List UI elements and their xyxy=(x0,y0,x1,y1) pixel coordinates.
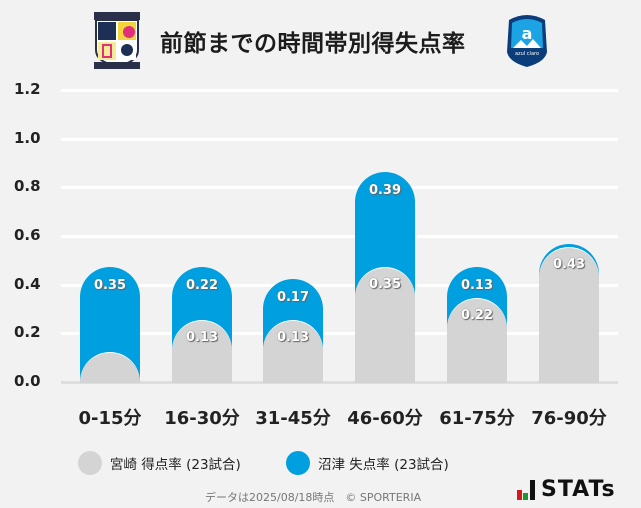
bar-group: 0.43 xyxy=(539,244,599,383)
svg-text:azul claro: azul claro xyxy=(515,51,539,57)
brand-name: STATs xyxy=(541,477,616,502)
y-tick: 0.0 xyxy=(14,372,41,390)
y-tick: 1.2 xyxy=(14,80,41,98)
chart-header: 前節までの時間帯別得失点率 a azul claro xyxy=(0,0,641,80)
bar-segment-miyazaki-scored xyxy=(539,247,599,383)
bar-group: 0.22 0.13 xyxy=(172,266,232,383)
bar-value-label: 0.22 xyxy=(185,277,219,293)
gridline xyxy=(61,235,618,238)
away-team-crest-icon: a azul claro xyxy=(507,15,547,67)
home-team-crest-icon xyxy=(94,12,140,69)
legend-label: 沼津 失点率 (23試合) xyxy=(318,457,449,473)
y-tick: 0.2 xyxy=(14,323,41,341)
gridline xyxy=(61,332,618,335)
bar-group: 0.17 0.13 xyxy=(263,278,323,383)
bar-value-label: 0.35 xyxy=(93,277,127,293)
y-tick: 0.8 xyxy=(14,177,41,195)
bar-segment-miyazaki-scored xyxy=(355,266,415,383)
chart-title: 前節までの時間帯別得失点率 xyxy=(160,31,466,57)
y-tick: 0.6 xyxy=(14,226,41,244)
x-tick: 0-15分 xyxy=(78,408,142,429)
bar-segment-miyazaki-scored xyxy=(172,320,232,383)
bar-group: 0.13 0.22 xyxy=(447,266,507,383)
bar-segment-miyazaki-scored xyxy=(447,298,507,383)
brand-bar-green-icon xyxy=(523,493,528,500)
bar-value-label: 0.43 xyxy=(552,257,586,273)
gridline xyxy=(61,186,618,189)
bar-value-label: 0.39 xyxy=(368,182,402,198)
bar-group: 0.35 xyxy=(80,266,140,383)
x-tick: 61-75分 xyxy=(439,408,515,429)
svg-text:a: a xyxy=(522,24,533,43)
y-tick: 0.4 xyxy=(14,275,41,293)
gridline xyxy=(61,284,618,287)
bar-value-label: 0.17 xyxy=(276,289,310,305)
legend-gray-dot-icon xyxy=(78,451,102,475)
data-source-note: データは2025/08/18時点 © SPORTERIA xyxy=(205,491,422,504)
gridline xyxy=(61,138,618,141)
x-tick: 16-30分 xyxy=(164,408,240,429)
bar-value-label: 0.13 xyxy=(276,330,310,346)
legend-blue-dot-icon xyxy=(286,451,310,475)
legend-item-numazu: 沼津 失点率 (23試合) xyxy=(286,450,449,476)
brand-bar-red-icon xyxy=(517,490,522,500)
stats-brand-logo: STATs xyxy=(517,476,616,502)
gridline xyxy=(61,89,618,92)
bar-group: 0.39 0.35 xyxy=(355,171,415,383)
brand-bar-black-icon xyxy=(530,480,535,500)
bar-value-label: 0.35 xyxy=(368,276,402,292)
x-tick: 46-60分 xyxy=(347,408,423,429)
x-tick: 31-45分 xyxy=(255,408,331,429)
x-axis-baseline xyxy=(61,381,618,384)
bar-value-label: 0.13 xyxy=(460,277,494,293)
bar-value-label: 0.22 xyxy=(460,308,494,324)
bar-value-label: 0.13 xyxy=(185,330,219,346)
legend-item-miyazaki: 宮崎 得点率 (23試合) xyxy=(78,450,241,476)
bar-segment-miyazaki-scored xyxy=(263,320,323,383)
x-tick: 76-90分 xyxy=(531,408,607,429)
legend-label: 宮崎 得点率 (23試合) xyxy=(110,457,241,473)
y-tick: 1.0 xyxy=(14,129,41,147)
